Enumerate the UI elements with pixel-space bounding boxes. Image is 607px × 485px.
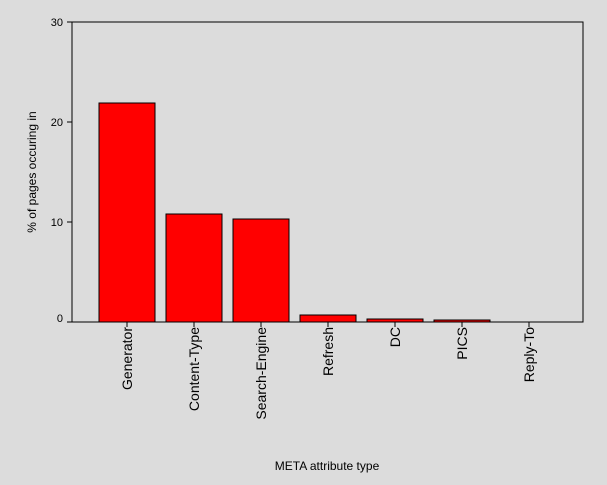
x-category-label: Refresh: [320, 327, 336, 376]
bar-generator: [98, 102, 156, 323]
x-axis-category-labels: Generator Content-Type Search-Engine Refres…: [119, 322, 537, 420]
bar-content-type: [165, 213, 223, 323]
bars-group: [98, 102, 491, 323]
bar-search-engine: [232, 218, 290, 323]
x-category-label: Search-Engine: [253, 327, 269, 420]
x-category-label: Content-Type: [186, 327, 202, 411]
y-tick-label: 30: [51, 17, 63, 29]
x-category-label: Generator: [119, 327, 135, 390]
bar-refresh: [299, 314, 357, 323]
x-category-label: DC: [387, 327, 403, 347]
x-axis-title: META attribute type: [275, 459, 380, 473]
y-tick-label: 10: [51, 217, 63, 229]
bar-dc: [366, 318, 424, 323]
y-tick-label: 0: [57, 313, 63, 325]
y-axis-title: % of pages occuring in: [25, 111, 39, 232]
x-category-label: PICS: [454, 327, 470, 360]
y-axis-ticks: 0 10 20 30: [51, 17, 72, 325]
x-category-label: Reply-To: [521, 327, 537, 382]
bar-pics: [433, 319, 491, 323]
y-tick-label: 20: [51, 117, 63, 129]
